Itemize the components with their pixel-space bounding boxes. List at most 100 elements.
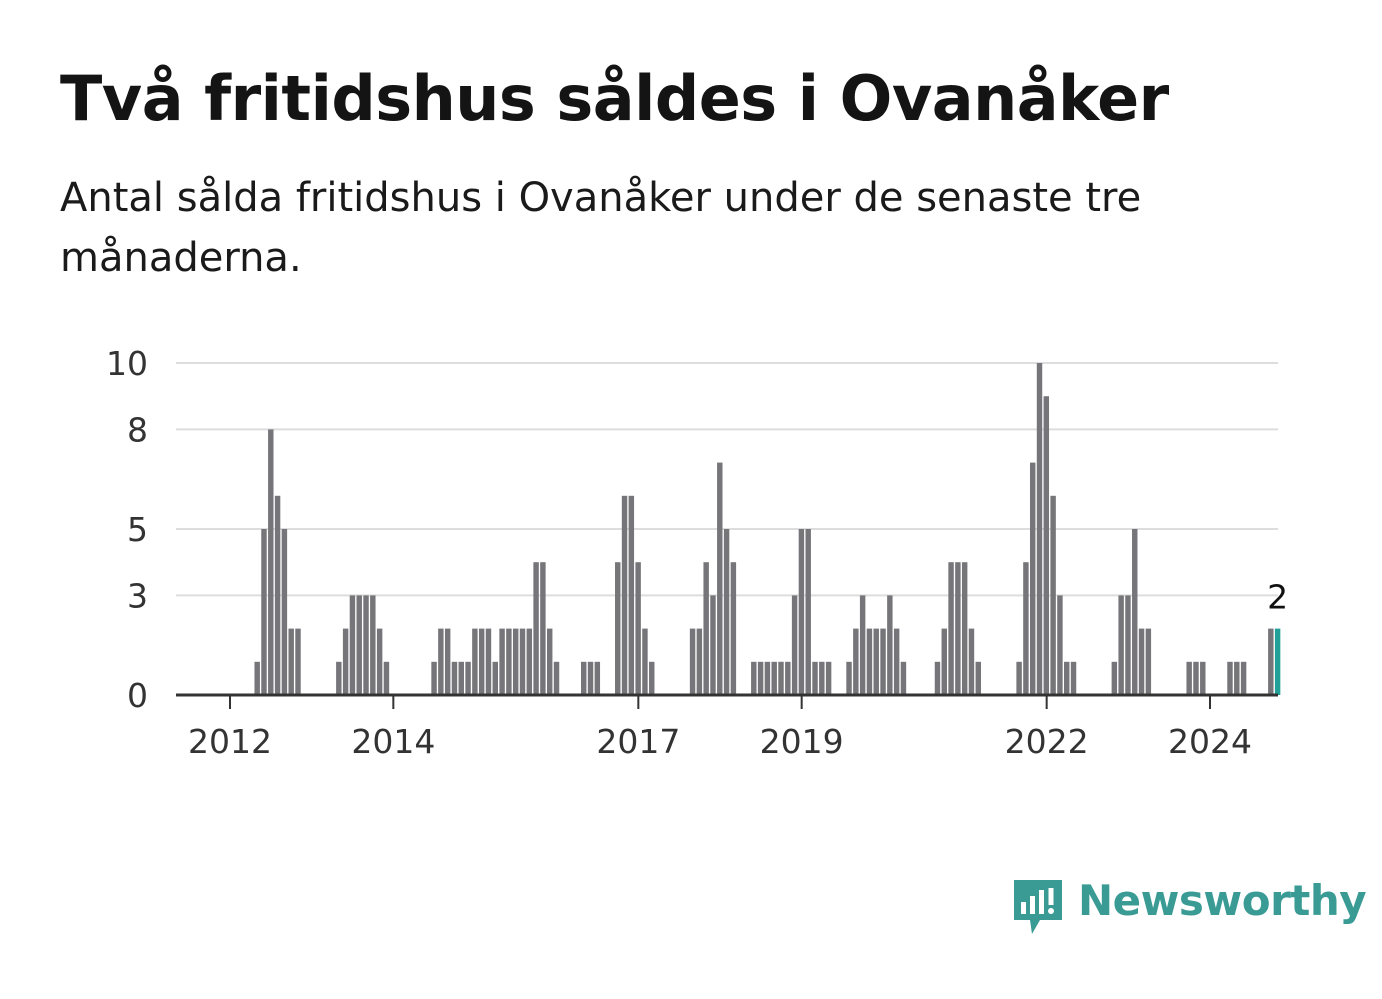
bar (764, 661, 771, 695)
bars (254, 363, 1281, 695)
bar (805, 529, 811, 695)
bar (730, 562, 737, 695)
newsworthy-logo-icon (1014, 880, 1062, 934)
bar (587, 661, 594, 695)
bar (519, 628, 526, 695)
bar (1043, 396, 1050, 695)
bar (975, 661, 982, 695)
bar (383, 661, 390, 695)
y-axis-labels: 0 3 5 8 10 (106, 344, 148, 715)
y-tick-label: 8 (127, 410, 148, 449)
y-tick-label: 5 (127, 510, 148, 549)
bar (778, 661, 784, 695)
y-tick-label: 0 (127, 676, 148, 715)
bar (1193, 661, 1199, 695)
bar (1138, 628, 1145, 695)
y-tick-label: 3 (127, 576, 148, 615)
bar (458, 661, 464, 695)
bar (492, 661, 498, 695)
bar (1070, 661, 1077, 695)
data-label: 2 (1267, 578, 1288, 617)
bar (710, 595, 716, 695)
bar (819, 661, 825, 695)
bar (1111, 661, 1118, 695)
bar (438, 628, 444, 695)
bar (261, 529, 267, 695)
bar (866, 628, 873, 695)
bar (1050, 495, 1056, 695)
y-tick-label: 10 (106, 344, 148, 383)
bar (581, 661, 587, 695)
bar (499, 628, 505, 695)
bar (1186, 661, 1192, 695)
bar (968, 628, 975, 695)
bar (955, 562, 961, 695)
bar (1125, 595, 1131, 695)
bar (887, 595, 893, 695)
bar (771, 661, 777, 695)
bar (873, 628, 879, 695)
bar (717, 462, 723, 695)
bar (785, 661, 791, 695)
bar (376, 628, 383, 695)
x-tick-label: 2022 (1005, 722, 1089, 761)
bar (635, 562, 641, 695)
bar (1240, 661, 1247, 695)
bar (1145, 628, 1152, 695)
bar (1268, 628, 1274, 695)
bar (757, 661, 764, 695)
bar (649, 661, 655, 695)
bar (356, 595, 362, 695)
bar (533, 562, 539, 695)
bar (1200, 661, 1206, 695)
bar (431, 661, 437, 695)
bar (526, 628, 533, 695)
x-tick-label: 2014 (351, 722, 435, 761)
bar (451, 661, 458, 695)
bar (512, 628, 519, 695)
annotation: 2 (1267, 578, 1288, 617)
x-axis: 2012 2014 2017 2019 2022 2024 (188, 695, 1252, 761)
bar (478, 628, 485, 695)
bar (1036, 363, 1043, 695)
bar (853, 628, 859, 695)
bar (825, 661, 832, 695)
brand-name: Newsworthy (1078, 876, 1367, 925)
bar (336, 661, 342, 695)
bar (268, 429, 274, 695)
bar (370, 595, 376, 695)
bar (540, 562, 546, 695)
bar (1064, 661, 1070, 695)
bar (363, 595, 369, 695)
bar (900, 661, 907, 695)
bar (274, 495, 281, 695)
bar (621, 495, 628, 695)
x-tick-label: 2017 (596, 722, 680, 761)
bar (546, 628, 553, 695)
x-tick-label: 2012 (188, 722, 272, 761)
bar (1234, 661, 1240, 695)
bar (893, 628, 900, 695)
bar (472, 628, 478, 695)
x-tick-label: 2019 (760, 722, 844, 761)
bar (934, 661, 941, 695)
bar (506, 628, 512, 695)
bar (880, 628, 886, 695)
bar-highlight (1274, 628, 1281, 695)
bar (751, 661, 757, 695)
bar (798, 529, 805, 695)
bar (465, 661, 471, 695)
bar (444, 628, 451, 695)
bar (689, 628, 696, 695)
bar (295, 628, 301, 695)
bar (342, 628, 349, 695)
bar (948, 562, 954, 695)
bar (791, 595, 798, 695)
bar (941, 628, 947, 695)
bar (846, 661, 852, 695)
x-tick-label: 2024 (1168, 722, 1252, 761)
bar (1016, 661, 1022, 695)
bar (288, 628, 294, 695)
bar (642, 628, 648, 695)
bar (628, 495, 635, 695)
